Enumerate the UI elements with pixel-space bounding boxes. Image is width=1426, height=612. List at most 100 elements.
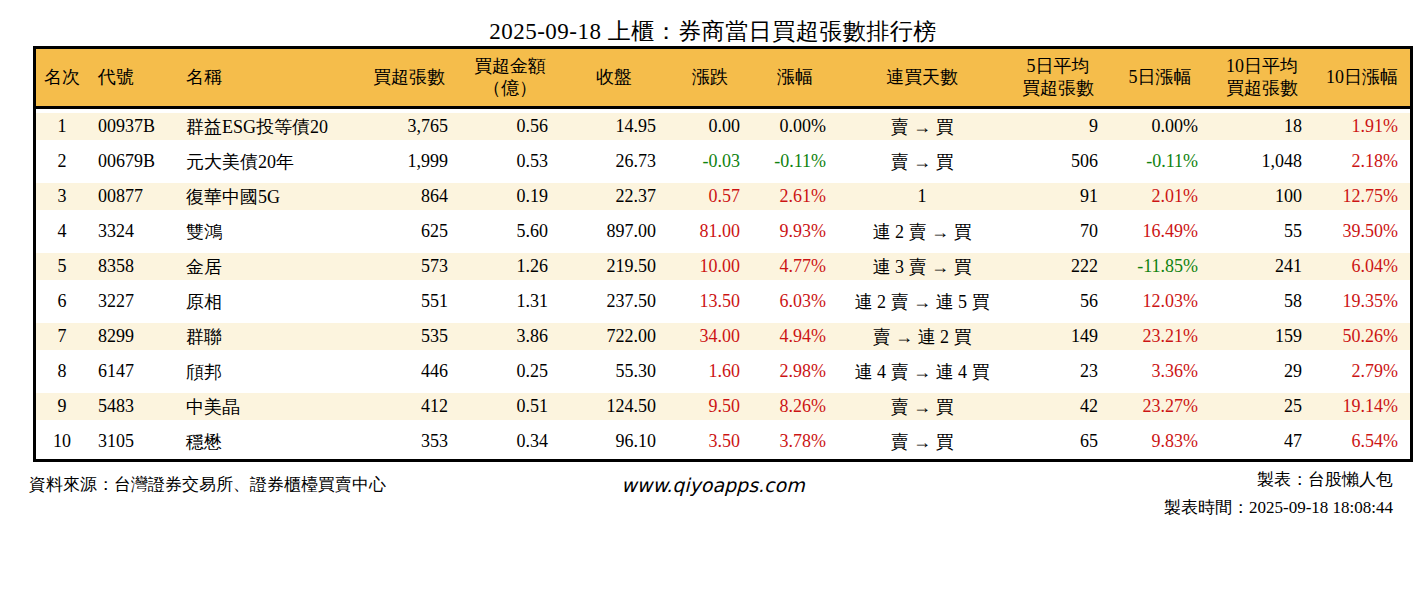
cell-streak: 賣 → 買 (838, 424, 1006, 459)
cell-streak: 連 2 賣 → 買 (838, 214, 1006, 249)
cell-code: 5483 (88, 389, 176, 424)
cell-amt: 0.25 (460, 354, 560, 389)
cell-close: 55.30 (560, 354, 668, 389)
cell-chg: 0.57 (668, 179, 752, 214)
table-row: 43324雙鴻6255.60897.0081.009.93%連 2 賣 → 買7… (36, 214, 1410, 249)
cell-avg5: 65 (1006, 424, 1110, 459)
cell-close: 897.00 (560, 214, 668, 249)
cell-p5: -11.85% (1110, 249, 1210, 284)
cell-rank: 8 (36, 354, 88, 389)
cell-amt: 0.56 (460, 109, 560, 144)
cell-avg5: 91 (1006, 179, 1110, 214)
cell-vol: 864 (358, 179, 460, 214)
cell-amt: 3.86 (460, 319, 560, 354)
cell-code: 00877 (88, 179, 176, 214)
cell-avg10: 29 (1210, 354, 1314, 389)
table-row: 95483中美晶4120.51124.509.508.26%賣 → 買4223.… (36, 389, 1410, 424)
cell-amt: 0.19 (460, 179, 560, 214)
cell-chgp: 4.77% (752, 249, 838, 284)
cell-chg: 34.00 (668, 319, 752, 354)
cell-streak: 連 2 賣 → 連 5 買 (838, 284, 1006, 319)
header-row: 名次代號名稱買超張數買超金額 （億）收盤漲跌漲幅連買天數5日平均 買超張數5日漲… (36, 49, 1410, 109)
col-header-name: 名稱 (176, 49, 358, 109)
cell-close: 237.50 (560, 284, 668, 319)
cell-name: 頎邦 (176, 354, 358, 389)
cell-avg5: 506 (1006, 144, 1110, 179)
cell-avg10: 241 (1210, 249, 1314, 284)
cell-chgp: 8.26% (752, 389, 838, 424)
cell-p5: 12.03% (1110, 284, 1210, 319)
cell-amt: 5.60 (460, 214, 560, 249)
cell-chgp: 9.93% (752, 214, 838, 249)
cell-chgp: 6.03% (752, 284, 838, 319)
cell-vol: 412 (358, 389, 460, 424)
col-header-amt: 買超金額 （億） (460, 49, 560, 109)
cell-avg10: 18 (1210, 109, 1314, 144)
cell-name: 元大美債20年 (176, 144, 358, 179)
cell-code: 6147 (88, 354, 176, 389)
cell-rank: 9 (36, 389, 88, 424)
cell-code: 3324 (88, 214, 176, 249)
cell-p5: 0.00% (1110, 109, 1210, 144)
cell-chg: -0.03 (668, 144, 752, 179)
cell-p10: 6.04% (1314, 249, 1410, 284)
cell-close: 96.10 (560, 424, 668, 459)
cell-streak: 賣 → 買 (838, 389, 1006, 424)
cell-code: 3105 (88, 424, 176, 459)
cell-close: 219.50 (560, 249, 668, 284)
cell-p5: 2.01% (1110, 179, 1210, 214)
cell-vol: 3,765 (358, 109, 460, 144)
cell-avg5: 42 (1006, 389, 1110, 424)
cell-amt: 1.31 (460, 284, 560, 319)
cell-p5: 9.83% (1110, 424, 1210, 459)
footer-author: 製表：台股懶人包 (1257, 470, 1393, 489)
cell-rank: 10 (36, 424, 88, 459)
cell-vol: 535 (358, 319, 460, 354)
table-row: 63227原相5511.31237.5013.506.03%連 2 賣 → 連 … (36, 284, 1410, 319)
col-header-p5: 5日漲幅 (1110, 49, 1210, 109)
cell-name: 群益ESG投等債20 (176, 109, 358, 144)
cell-chg: 9.50 (668, 389, 752, 424)
cell-p5: 3.36% (1110, 354, 1210, 389)
cell-chgp: 2.61% (752, 179, 838, 214)
cell-p5: -0.11% (1110, 144, 1210, 179)
cell-name: 金居 (176, 249, 358, 284)
cell-avg5: 70 (1006, 214, 1110, 249)
cell-rank: 6 (36, 284, 88, 319)
cell-avg10: 47 (1210, 424, 1314, 459)
cell-chg: 81.00 (668, 214, 752, 249)
col-header-avg10: 10日平均 買超張數 (1210, 49, 1314, 109)
cell-vol: 446 (358, 354, 460, 389)
table-row: 103105穩懋3530.3496.103.503.78%賣 → 買659.83… (36, 424, 1410, 459)
cell-code: 8358 (88, 249, 176, 284)
cell-chg: 10.00 (668, 249, 752, 284)
cell-p10: 1.91% (1314, 109, 1410, 144)
cell-avg5: 149 (1006, 319, 1110, 354)
cell-streak: 連 3 賣 → 買 (838, 249, 1006, 284)
cell-streak: 連 4 賣 → 連 4 買 (838, 354, 1006, 389)
cell-rank: 3 (36, 179, 88, 214)
cell-vol: 1,999 (358, 144, 460, 179)
cell-p10: 6.54% (1314, 424, 1410, 459)
cell-avg10: 55 (1210, 214, 1314, 249)
cell-avg10: 100 (1210, 179, 1314, 214)
cell-vol: 353 (358, 424, 460, 459)
cell-name: 復華中國5G (176, 179, 358, 214)
cell-p10: 2.79% (1314, 354, 1410, 389)
cell-streak: 賣 → 連 2 買 (838, 319, 1006, 354)
cell-chgp: 2.98% (752, 354, 838, 389)
col-header-code: 代號 (88, 49, 176, 109)
cell-rank: 5 (36, 249, 88, 284)
col-header-rank: 名次 (36, 49, 88, 109)
cell-name: 穩懋 (176, 424, 358, 459)
table-row: 300877復華中國5G8640.1922.370.572.61%1912.01… (36, 179, 1410, 214)
footer: 資料來源：台灣證券交易所、證券櫃檯買賣中心 www.qiyoapps.com 製… (33, 466, 1393, 520)
table-row: 86147頎邦4460.2555.301.602.98%連 4 賣 → 連 4 … (36, 354, 1410, 389)
cell-chgp: 3.78% (752, 424, 838, 459)
col-header-chgp: 漲幅 (752, 49, 838, 109)
cell-p10: 19.14% (1314, 389, 1410, 424)
table-row: 58358金居5731.26219.5010.004.77%連 3 賣 → 買2… (36, 249, 1410, 284)
cell-streak: 1 (838, 179, 1006, 214)
cell-p10: 12.75% (1314, 179, 1410, 214)
table-body: 100937B群益ESG投等債203,7650.5614.950.000.00%… (36, 109, 1410, 459)
